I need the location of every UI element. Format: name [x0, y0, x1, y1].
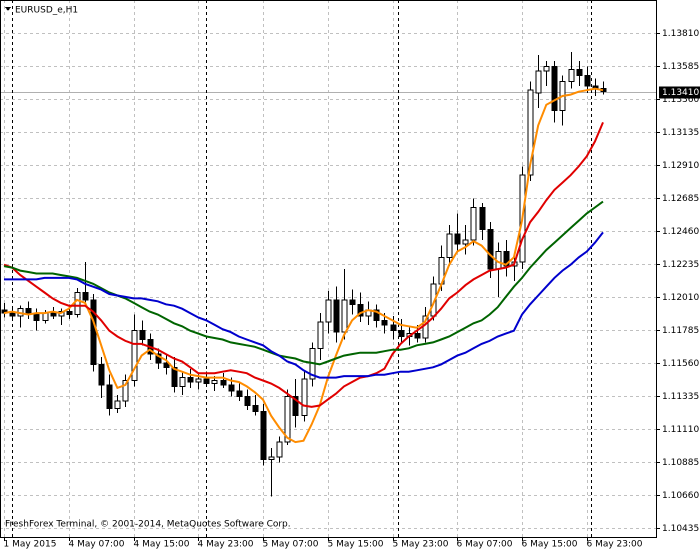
current-price-label: 1.13410 [662, 88, 699, 98]
candle-body [188, 378, 193, 382]
candle-body [269, 457, 274, 460]
candle-body [334, 300, 339, 332]
candle-body [277, 442, 282, 457]
y-tick-label: 1.12910 [662, 161, 699, 171]
footer-text: FreshForex Terminal, © 2001-2014, MetaQu… [5, 520, 291, 530]
candle-body [140, 331, 145, 340]
chart-title: EURUSD_e,H1 [15, 6, 78, 16]
y-tick-label: 1.10660 [662, 491, 699, 501]
y-tick-label: 1.12010 [662, 293, 699, 303]
candle-body [229, 385, 234, 391]
x-tick-label: 5 May 15:00 [328, 540, 384, 550]
y-tick-label: 1.13810 [662, 29, 699, 39]
y-tick-label: 1.12460 [662, 227, 699, 237]
candle-body [67, 312, 72, 315]
candle-body [107, 385, 112, 408]
x-tick-label: 4 May 07:00 [69, 540, 125, 550]
candle-body [391, 325, 396, 331]
x-tick-label: 1 May 2015 [4, 540, 57, 550]
candle-body [447, 234, 452, 257]
x-tick-label: 6 May 23:00 [587, 540, 643, 550]
candle-body [471, 207, 476, 239]
y-tick-label: 1.10435 [662, 524, 699, 534]
candle-body [463, 240, 468, 244]
y-tick-label: 1.10885 [662, 458, 699, 468]
candle-body [350, 300, 355, 304]
candle-body [221, 381, 226, 385]
candle-body [585, 76, 590, 86]
x-tick-label: 4 May 23:00 [198, 540, 254, 550]
x-tick-label: 6 May 15:00 [522, 540, 578, 550]
x-tick-label: 4 May 15:00 [134, 540, 190, 550]
candle-body [237, 391, 242, 397]
y-tick-label: 1.13135 [662, 128, 699, 138]
candle-body [536, 71, 541, 93]
candle-body [43, 313, 48, 320]
y-tick-label: 1.11110 [662, 425, 699, 435]
candle-body [180, 378, 185, 387]
candle-body [318, 322, 323, 348]
y-tick-label: 1.11560 [662, 359, 699, 369]
y-tick-label: 1.12685 [662, 194, 699, 204]
candle-body [326, 300, 331, 322]
candle-body [415, 334, 420, 338]
y-tick-label: 1.11785 [662, 326, 699, 336]
candle-body [75, 293, 80, 315]
candle-body [302, 379, 307, 416]
candle-body [34, 315, 39, 321]
candle-body [399, 331, 404, 337]
y-tick-label: 1.13585 [662, 62, 699, 72]
candle-body [99, 364, 104, 385]
candle-body [245, 397, 250, 406]
candle-body [382, 320, 387, 324]
candle-body [83, 293, 88, 300]
x-tick-label: 5 May 07:00 [263, 540, 319, 550]
x-tick-label: 5 May 23:00 [393, 540, 449, 550]
candle-body [342, 300, 347, 332]
candle-body [212, 381, 217, 384]
y-tick-label: 1.12235 [662, 260, 699, 270]
candle-body [488, 229, 493, 269]
candle-body [261, 411, 266, 459]
candle-body [204, 379, 209, 383]
candle-body [455, 234, 460, 244]
candle-body [196, 379, 201, 382]
candle-body [480, 207, 485, 229]
x-tick-label: 6 May 07:00 [457, 540, 513, 550]
candle-body [577, 70, 582, 76]
candle-body [552, 67, 557, 111]
candle-body [51, 313, 56, 316]
candle-body [253, 405, 258, 411]
candle-body [569, 70, 574, 82]
candle-body [544, 67, 549, 71]
candle-body [115, 401, 120, 408]
y-tick-label: 1.11335 [662, 392, 699, 402]
candle-body [10, 313, 15, 316]
